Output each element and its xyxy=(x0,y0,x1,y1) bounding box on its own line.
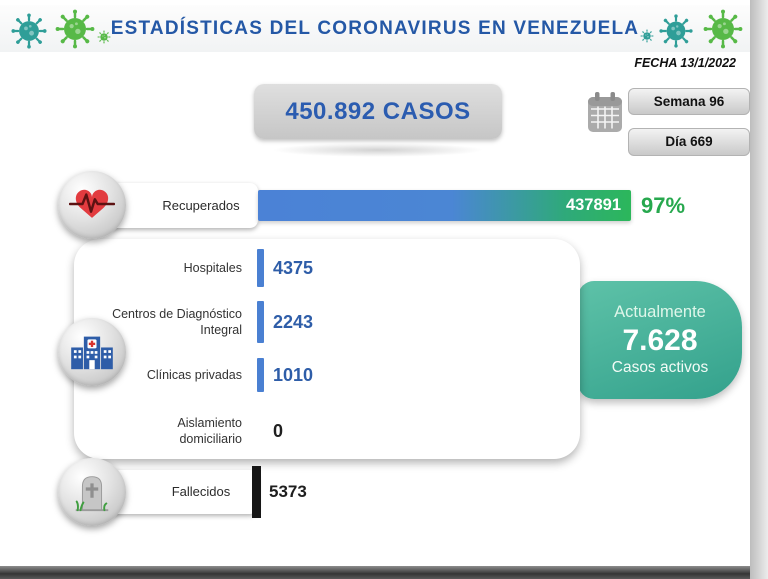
day-badge: Día 669 xyxy=(628,128,750,156)
recovered-label: Recuperados xyxy=(106,183,258,228)
facility-value: 2243 xyxy=(273,311,314,332)
facility-label: Clínicas privadas xyxy=(146,367,242,382)
facility-value: 0 xyxy=(273,420,284,441)
facility-bar xyxy=(257,301,264,343)
virus-icon xyxy=(658,13,694,49)
facility-label: Centros de Diagnóstico Integral xyxy=(112,306,242,337)
hospital-icon xyxy=(58,318,126,386)
facility-value: 4375 xyxy=(273,257,314,278)
facility-bar xyxy=(257,249,264,287)
facility-label: Aislamiento domiciliario xyxy=(177,415,242,446)
slide-shadow-right xyxy=(750,0,768,579)
hospital-glyph xyxy=(71,336,113,370)
infographic-slide: ESTADÍSTICAS DEL CORONAVIRUS EN VENEZUEL… xyxy=(0,5,750,526)
facility-row: Centros de Diagnóstico Integral 2243 xyxy=(86,297,313,347)
active-cases-value: 7.628 xyxy=(622,324,698,357)
slide-shadow-bottom xyxy=(0,566,750,579)
tombstone-glyph xyxy=(75,476,109,512)
week-badge: Semana 96 xyxy=(628,88,750,115)
facility-bar xyxy=(257,358,264,392)
tombstone-icon xyxy=(58,458,126,526)
header-banner: ESTADÍSTICAS DEL CORONAVIRUS EN VENEZUEL… xyxy=(0,5,750,52)
virus-icon xyxy=(10,12,48,50)
facility-value: 1010 xyxy=(273,364,314,385)
virus-icon xyxy=(640,29,654,43)
total-cases-reflection xyxy=(272,143,484,157)
active-cases-panel: Actualmente 7.628 Casos activos xyxy=(578,281,742,399)
facility-row: Clínicas privadas 1010 xyxy=(86,355,313,395)
page-title: ESTADÍSTICAS DEL CORONAVIRUS EN VENEZUEL… xyxy=(110,17,640,39)
heart-ekg-glyph xyxy=(69,189,115,218)
virus-icon xyxy=(702,8,744,50)
active-cases-caption: Actualmente xyxy=(614,303,706,321)
total-cases-box: 450.892 CASOS xyxy=(254,84,502,139)
date-label: FECHA 13/1/2022 xyxy=(634,56,736,70)
calendar-icon xyxy=(588,92,622,132)
facilities-panel: Hospitales 4375 Centros de Diagnóstico I… xyxy=(74,239,580,459)
virus-icon xyxy=(97,30,111,44)
virus-icon xyxy=(54,8,96,50)
facility-row: Hospitales 4375 xyxy=(86,249,313,287)
deceased-bar xyxy=(252,466,261,518)
facility-label: Hospitales xyxy=(183,260,242,275)
heart-ekg-icon xyxy=(58,171,126,239)
active-cases-subcaption: Casos activos xyxy=(611,359,709,376)
facility-row: Aislamiento domiciliario 0 xyxy=(86,407,283,455)
recovered-bar: 437891 xyxy=(258,190,631,221)
deceased-value: 5373 xyxy=(269,482,307,501)
facility-bar xyxy=(257,414,264,448)
recovered-percent: 97% xyxy=(641,193,686,218)
deceased-label: Fallecidos xyxy=(106,470,258,514)
